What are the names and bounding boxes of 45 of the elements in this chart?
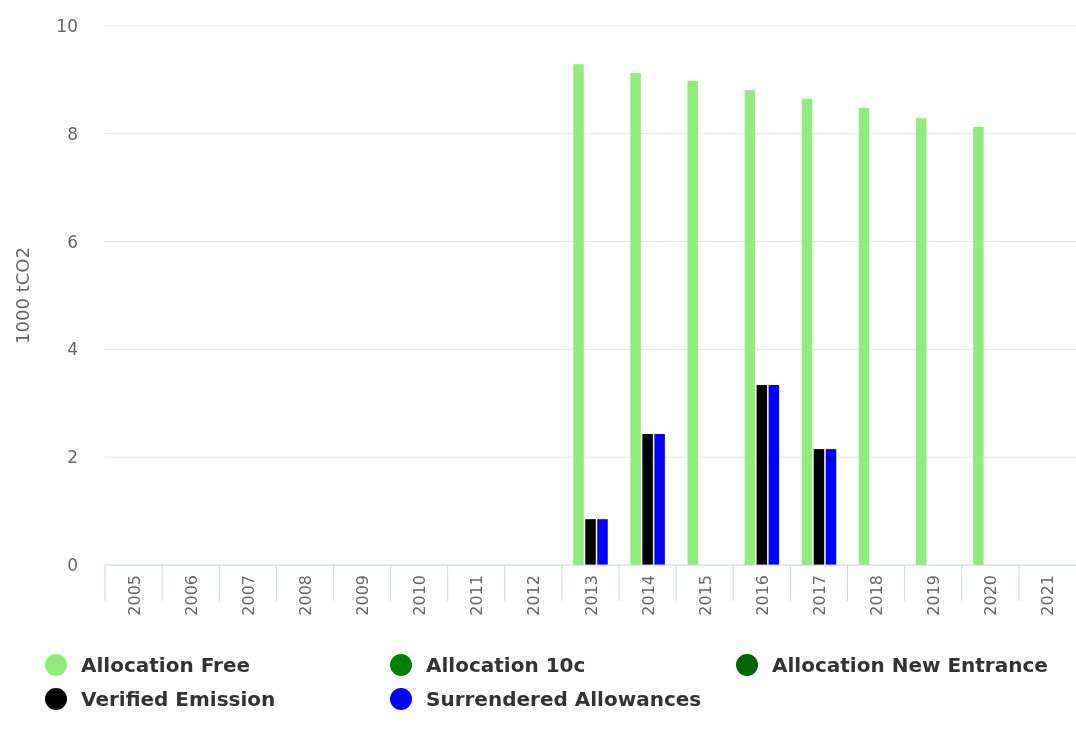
y-tick-label: 4 <box>67 339 78 360</box>
y-axis-title: 1000 tCO2 <box>12 247 33 344</box>
bar <box>825 449 837 565</box>
bar <box>642 434 653 565</box>
x-tick-label: 2010 <box>410 575 430 616</box>
bar <box>630 72 641 565</box>
bar <box>597 519 608 565</box>
x-tick-label: 2007 <box>238 575 258 616</box>
bar <box>915 118 927 565</box>
bar <box>801 98 813 565</box>
legend-label: Allocation Free <box>81 653 251 677</box>
x-tick-label: 2009 <box>353 575 373 616</box>
legend-label: Surrendered Allowances <box>426 687 702 711</box>
legend-label: Allocation New Entrance <box>772 653 1048 677</box>
x-tick-label: 2014 <box>638 575 658 616</box>
x-tick-label: 2013 <box>581 575 601 616</box>
bar <box>973 126 984 565</box>
x-tick-label: 2019 <box>924 575 944 616</box>
bar <box>768 384 780 565</box>
x-tick-label: 2012 <box>524 575 544 616</box>
legend-label: Allocation 10c <box>426 653 586 677</box>
bar <box>813 449 825 565</box>
x-tick-label: 2006 <box>181 575 201 616</box>
x-tick-label: 2008 <box>295 575 315 616</box>
x-tick-label: 2021 <box>1038 575 1058 616</box>
y-tick-label: 8 <box>67 123 78 144</box>
bar <box>573 64 584 565</box>
bar <box>585 519 596 565</box>
bar <box>756 384 768 565</box>
x-tick-label: 2016 <box>752 575 772 616</box>
x-tick-label: 2017 <box>809 575 829 616</box>
bar <box>654 434 665 565</box>
bar <box>687 80 698 565</box>
x-tick-label: 2020 <box>981 575 1001 616</box>
y-tick-label: 6 <box>67 231 78 252</box>
bar <box>858 107 870 565</box>
x-tick-label: 2011 <box>467 575 487 616</box>
y-tick-label: 10 <box>56 16 78 36</box>
x-tick-label: 2015 <box>695 575 715 616</box>
x-tick-label: 2005 <box>124 575 144 616</box>
x-tick-label: 2018 <box>867 575 887 616</box>
bar <box>744 90 756 565</box>
legend-label: Verified Emission <box>81 687 276 711</box>
y-tick-label: 2 <box>67 447 78 468</box>
y-tick-label: 0 <box>67 555 78 575</box>
